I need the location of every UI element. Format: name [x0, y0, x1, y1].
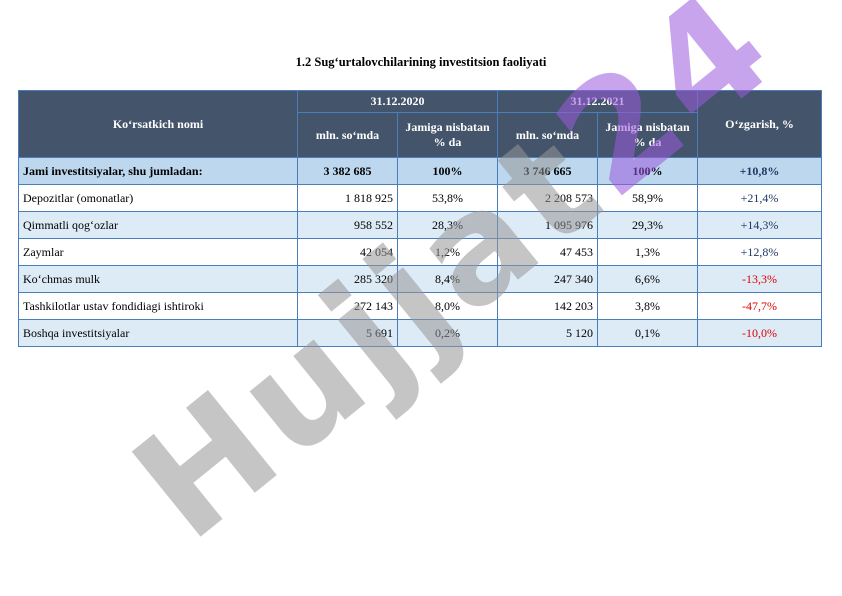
table-row: Depozitlar (omonatlar) 1 818 925 53,8% 2 20… — [18, 184, 822, 212]
row-name: Boshqa investitsiyalar — [18, 319, 298, 347]
change-value: +14,3% — [697, 211, 822, 239]
table-row: Boshqa investitsiyalar 5 691 0,2% 5 120 0,1%… — [18, 319, 822, 347]
share-2021: 100% — [597, 157, 698, 185]
share-2021: 3,8% — [597, 292, 698, 320]
value-2020: 1 818 925 — [297, 184, 398, 212]
table-row-total: Jami investitsiyalar, shu jumladan: 3 382… — [18, 157, 822, 185]
share-2020: 8,4% — [397, 265, 498, 293]
row-name: Depozitlar (omonatlar) — [18, 184, 298, 212]
value-2020: 958 552 — [297, 211, 398, 239]
share-2020: 28,3% — [397, 211, 498, 239]
value-2020: 5 691 — [297, 319, 398, 347]
value-2021: 247 340 — [497, 265, 598, 293]
table-row: Tashkilotlar ustav fondidiagi ishtiroki 2… — [18, 292, 822, 320]
value-2021: 2 208 573 — [497, 184, 598, 212]
change-value: +10,8% — [697, 157, 822, 185]
table-row: Ko‘chmas mulk 285 320 8,4% 247 340 6,6% -13,3… — [18, 265, 822, 293]
header-change: O‘zgarish, % — [697, 90, 822, 158]
row-name: Tashkilotlar ustav fondidiagi ishtiroki — [18, 292, 298, 320]
row-name: Zaymlar — [18, 238, 298, 266]
value-2021: 142 203 — [497, 292, 598, 320]
header-date-2020: 31.12.2020 — [297, 90, 498, 113]
share-2020: 100% — [397, 157, 498, 185]
header-share-2021: Jamiga nisbatan % da — [597, 112, 698, 158]
value-2020: 272 143 — [297, 292, 398, 320]
change-value: -13,3% — [697, 265, 822, 293]
change-value: +21,4% — [697, 184, 822, 212]
header-amount-2021: mln. so‘mda — [497, 112, 598, 158]
change-value: +12,8% — [697, 238, 822, 266]
table-title: 1.2 Sug‘urtalovchilarining investitsion … — [295, 55, 547, 69]
share-2021: 0,1% — [597, 319, 698, 347]
value-2020: 3 382 685 — [297, 157, 398, 185]
share-2020: 8,0% — [397, 292, 498, 320]
row-name: Jami investitsiyalar, shu jumladan: — [18, 157, 298, 185]
investment-table: Ko‘rsatkich nomi 31.12.2020 31.12.2021 O… — [18, 90, 822, 347]
header-amount-2020: mln. so‘mda — [297, 112, 398, 158]
share-2021: 6,6% — [597, 265, 698, 293]
value-2020: 285 320 — [297, 265, 398, 293]
table-row: Zaymlar 42 054 1,2% 47 453 1,3% +12,8% — [18, 238, 822, 266]
share-2021: 58,9% — [597, 184, 698, 212]
header-share-2020: Jamiga nisbatan % da — [397, 112, 498, 158]
share-2021: 1,3% — [597, 238, 698, 266]
value-2021: 5 120 — [497, 319, 598, 347]
share-2020: 0,2% — [397, 319, 498, 347]
share-2021: 29,3% — [597, 211, 698, 239]
value-2021: 1 095 976 — [497, 211, 598, 239]
value-2020: 42 054 — [297, 238, 398, 266]
value-2021: 3 746 665 — [497, 157, 598, 185]
change-value: -47,7% — [697, 292, 822, 320]
table-row: Qimmatli qog‘ozlar 958 552 28,3% 1 095 976 2… — [18, 211, 822, 239]
header-date-2021: 31.12.2021 — [497, 90, 698, 113]
header-indicator-name: Ko‘rsatkich nomi — [18, 90, 298, 158]
change-value: -10,0% — [697, 319, 822, 347]
share-2020: 1,2% — [397, 238, 498, 266]
row-name: Ko‘chmas mulk — [18, 265, 298, 293]
value-2021: 47 453 — [497, 238, 598, 266]
share-2020: 53,8% — [397, 184, 498, 212]
row-name: Qimmatli qog‘ozlar — [18, 211, 298, 239]
